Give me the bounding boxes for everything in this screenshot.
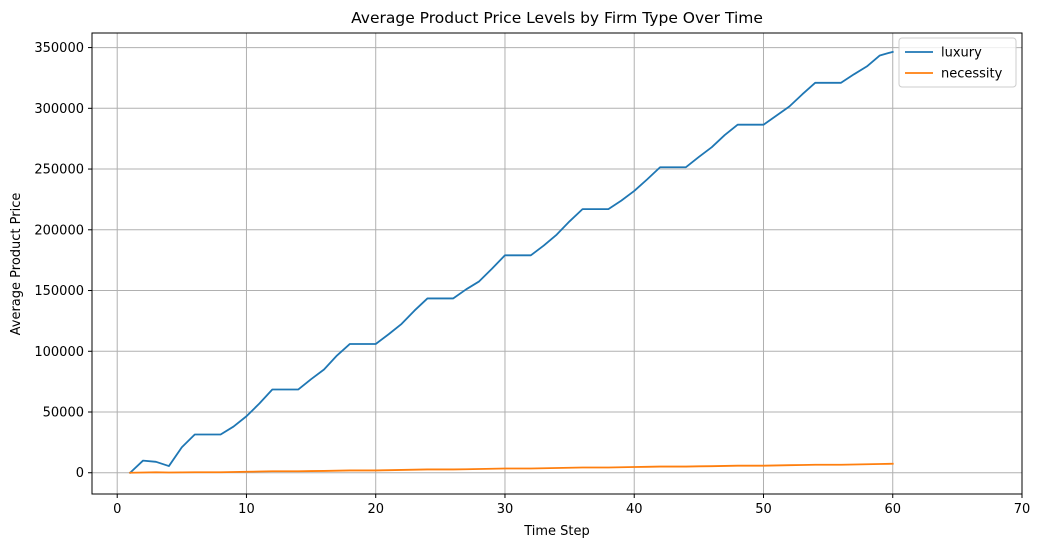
legend: luxury necessity [898,37,1017,88]
y-tick-label: 0 [76,466,84,481]
y-tick-label: 150000 [34,284,84,299]
y-tick-label: 300000 [34,102,84,117]
y-axis: 0 50000 100000 150000 200000 250000 300000 3500… [34,41,92,481]
x-axis-title: Time Step [523,524,590,539]
plot-frame [91,32,1023,495]
x-tick-label: 70 [1014,502,1031,517]
legend-box [898,37,1017,88]
y-tick-label: 350000 [34,41,84,56]
series-layer [128,50,894,475]
x-tick-label: 20 [367,502,384,517]
y-axis-title: Average Product Price [9,193,24,336]
x-tick-label: 0 [113,502,121,517]
chart-title: Average Product Price Levels by Firm Typ… [351,9,763,27]
y-tick-label: 250000 [34,163,84,178]
y-tick-label: 50000 [43,406,84,421]
y-tick-label: 200000 [34,223,84,238]
x-tick-label: 60 [884,502,901,517]
x-axis: 0 10 20 30 40 50 60 70 [113,494,1030,517]
legend-label-luxury: luxury [941,46,982,61]
x-tick-label: 10 [238,502,255,517]
series-line-necessity [129,462,894,474]
grid [92,33,1023,494]
series-line-luxury [128,50,894,475]
x-tick-label: 40 [626,502,643,517]
legend-label-necessity: necessity [941,67,1003,82]
y-tick-label: 100000 [34,345,84,360]
x-tick-label: 50 [755,502,772,517]
x-tick-label: 30 [497,502,514,517]
